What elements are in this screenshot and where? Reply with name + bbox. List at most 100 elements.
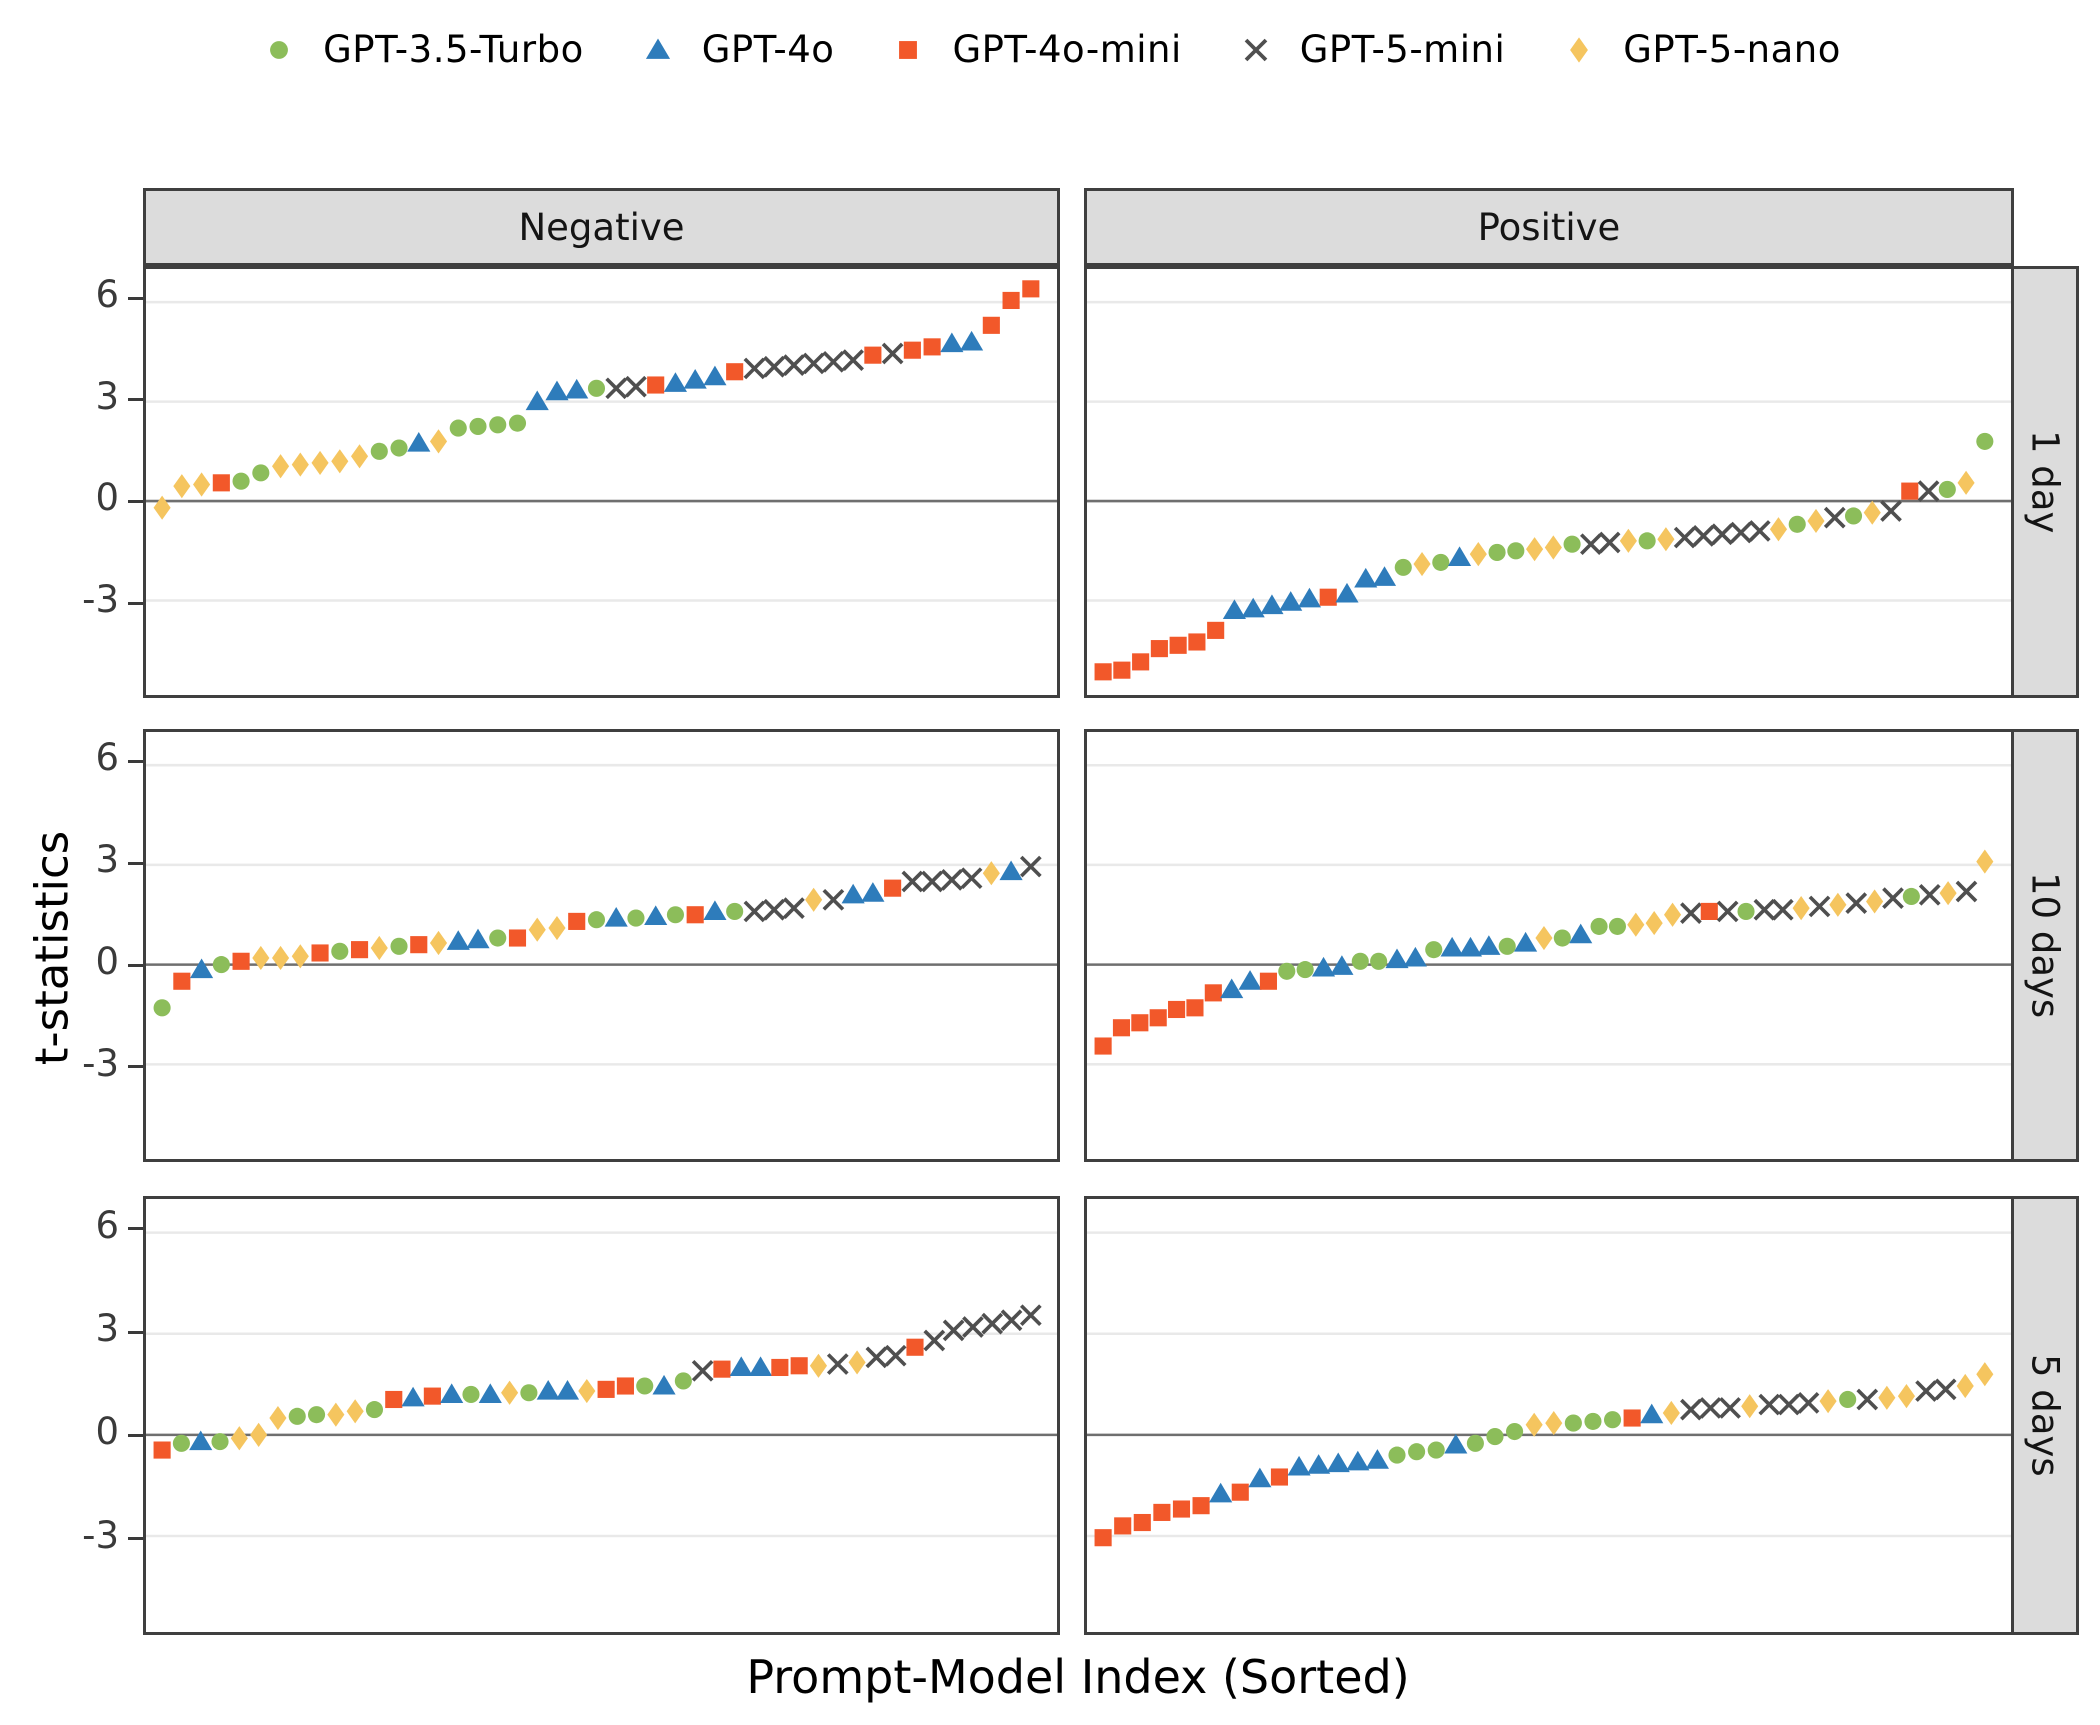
y-axis-title: t-statistics — [25, 830, 79, 1066]
panel-positive-5-days — [1084, 1196, 2014, 1635]
data-point-marker — [1569, 923, 1593, 944]
y-tick-mark — [128, 296, 143, 300]
data-point-marker — [1002, 291, 1020, 310]
data-point-marker — [1209, 1482, 1233, 1503]
data-point-marker — [212, 474, 230, 492]
data-point-marker — [1673, 526, 1696, 549]
data-point-marker — [686, 906, 704, 924]
legend-item-gpt-5-mini: GPT-5-mini — [1236, 28, 1505, 71]
data-point-marker — [881, 342, 904, 365]
y-tick-mark — [128, 1065, 143, 1069]
y-tick-mark — [128, 759, 143, 763]
data-point-marker — [1716, 900, 1739, 923]
data-point-marker — [942, 1319, 965, 1342]
data-point-marker — [1192, 1497, 1210, 1515]
panel-negative-5-days — [143, 1196, 1060, 1635]
legend: GPT-3.5-Turbo GPT-4o GPT-4o-mini GPT-5-mini… — [0, 28, 2100, 71]
y-tick-mark — [128, 963, 143, 967]
facet-strip-positive-label: Positive — [1477, 205, 1621, 249]
data-point-marker — [1897, 1384, 1916, 1409]
data-point-marker — [252, 464, 270, 482]
data-point-marker — [385, 1390, 403, 1409]
data-point-marker — [1844, 507, 1863, 525]
data-point-marker — [1354, 567, 1378, 588]
data-point-marker — [1231, 1483, 1249, 1501]
data-point-marker — [1663, 902, 1682, 927]
data-point-marker — [1901, 482, 1919, 500]
data-point-marker — [636, 1377, 654, 1395]
data-point-marker — [713, 1360, 731, 1378]
data-point-marker — [489, 929, 507, 947]
y-tick-mark — [128, 398, 143, 402]
y-tick-label: 3 — [95, 838, 119, 882]
facet-strip-10-days-label: 10 days — [2023, 872, 2067, 1019]
legend-item-gpt-4o: GPT-4o — [638, 28, 835, 71]
data-point-marker — [390, 439, 408, 457]
legend-label: GPT-5-nano — [1623, 28, 1841, 71]
data-point-marker — [1238, 970, 1262, 990]
data-point-marker — [1619, 528, 1637, 553]
y-tick-label: 0 — [95, 1410, 119, 1454]
facet-strip-1-day-label: 1 day — [2023, 430, 2067, 534]
data-point-marker — [822, 888, 845, 911]
data-point-marker — [674, 1372, 692, 1390]
legend-label: GPT-4o — [701, 28, 835, 71]
data-point-marker — [190, 958, 214, 979]
data-point-marker — [1486, 1428, 1504, 1446]
data-point-marker — [864, 346, 882, 364]
data-point-marker — [1955, 880, 1978, 903]
data-point-marker — [1278, 962, 1296, 980]
panel-positive-1-day — [1084, 266, 2014, 698]
data-point-marker — [449, 419, 467, 437]
data-point-marker — [1627, 912, 1645, 937]
data-point-marker — [440, 1383, 464, 1403]
data-point-marker — [1917, 480, 1940, 502]
data-point-marker — [1976, 1362, 1994, 1387]
data-point-marker — [1241, 597, 1265, 618]
triangle-legend-icon — [645, 37, 670, 59]
data-point-marker — [1741, 1394, 1759, 1419]
data-point-marker — [1488, 543, 1506, 562]
data-point-marker — [743, 357, 766, 380]
data-point-marker — [331, 942, 349, 960]
data-point-marker — [1220, 978, 1244, 999]
legend-label: GPT-3.5-Turbo — [323, 28, 584, 71]
data-point-marker — [1680, 902, 1702, 924]
data-point-marker — [568, 912, 586, 930]
data-point-marker — [545, 380, 569, 401]
data-point-marker — [865, 1346, 888, 1369]
data-point-marker — [1114, 1517, 1132, 1535]
data-point-marker — [1153, 1503, 1171, 1521]
data-point-marker — [1413, 551, 1431, 577]
facet-strip-5-days: 5 days — [2011, 1196, 2079, 1635]
data-point-marker — [478, 1383, 502, 1403]
data-point-marker — [1186, 999, 1204, 1017]
data-point-marker — [311, 450, 329, 476]
data-point-marker — [1222, 599, 1247, 620]
panel-plot-area — [146, 1231, 1057, 1538]
data-point-marker — [1737, 902, 1755, 920]
panel-negative-1-day — [143, 266, 1060, 698]
data-point-marker — [1570, 36, 1589, 63]
data-point-marker — [1662, 1400, 1680, 1426]
data-point-marker — [1915, 1380, 1937, 1402]
y-tick-label: 6 — [95, 1203, 119, 1247]
data-point-marker — [370, 442, 388, 460]
data-point-marker — [899, 40, 918, 59]
data-point-marker — [1640, 1403, 1664, 1424]
data-point-marker — [429, 429, 448, 454]
data-point-marker — [565, 378, 589, 399]
data-point-marker — [578, 1378, 596, 1404]
data-point-marker — [365, 1401, 384, 1419]
data-point-marker — [350, 941, 369, 959]
data-point-marker — [508, 929, 527, 947]
data-point-marker — [1372, 566, 1397, 586]
facet-strip-negative: Negative — [143, 188, 1060, 266]
data-point-marker — [1807, 508, 1825, 534]
data-point-marker — [528, 917, 546, 942]
data-point-marker — [1150, 640, 1168, 658]
data-point-marker — [1022, 280, 1040, 298]
data-point-marker — [423, 1387, 441, 1405]
data-point-marker — [1934, 1378, 1957, 1401]
data-point-marker — [489, 416, 507, 434]
